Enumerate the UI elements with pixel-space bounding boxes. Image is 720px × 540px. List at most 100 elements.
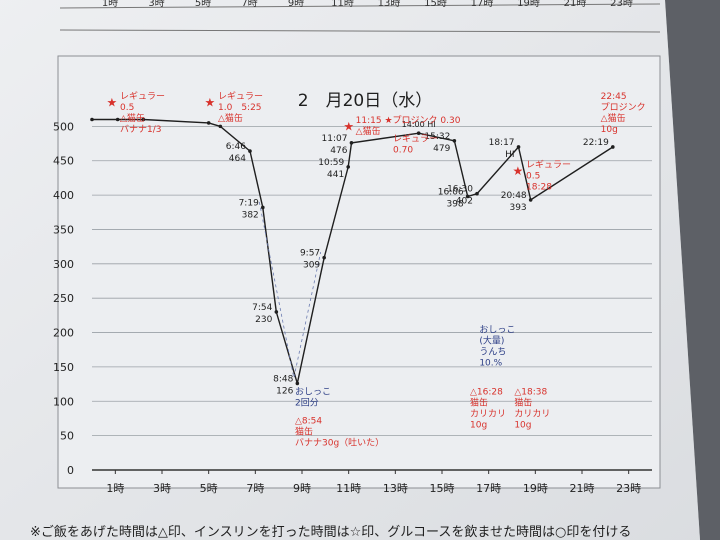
data-point [90, 117, 94, 122]
red-annotation: 猫缶 [514, 396, 532, 408]
point-value-label: 393 [509, 203, 526, 213]
previous-axis-label: 3時 [148, 0, 164, 9]
red-annotation: レギュラー [393, 133, 438, 144]
blue-annotation: おしっこ [295, 386, 331, 397]
red-annotation: 11:15 ★プロジンク 0.30 [356, 115, 461, 126]
x-tick-label: 21時 [570, 482, 595, 495]
point-value-label: 309 [303, 261, 320, 271]
red-annotation: 0.5 [526, 172, 540, 182]
data-point [416, 131, 421, 136]
y-tick-label: 500 [53, 120, 74, 133]
point-time-label: 22:19 [583, 138, 609, 148]
x-tick-label: 9時 [293, 482, 311, 495]
previous-axis-label: 5時 [195, 0, 211, 9]
red-annotation: △猫缶 [356, 125, 381, 137]
red-annotation: △18:38 [514, 387, 547, 397]
blue-annotation: おしっこ [479, 325, 515, 336]
y-tick-label: 450 [53, 155, 74, 168]
red-annotation: △16:28 [470, 387, 503, 397]
data-point [218, 124, 223, 129]
data-point [248, 149, 252, 153]
glucose-series [90, 117, 615, 386]
star-icon: ★ [107, 95, 118, 109]
star-icon: ★ [343, 119, 354, 133]
data-point [452, 138, 457, 143]
y-tick-label: 50 [60, 430, 74, 443]
data-point [349, 141, 354, 145]
red-annotation: レギュラー [120, 91, 165, 102]
previous-axis-label: 1時 [102, 0, 118, 9]
previous-axis-label: 11時 [331, 0, 354, 9]
data-point [206, 121, 211, 125]
red-annotation: カリカリ [514, 408, 550, 419]
previous-axis-label: 23時 [610, 0, 633, 9]
point-time-label: 16:06 [438, 187, 464, 197]
data-point [528, 198, 533, 202]
x-tick-label: 13時 [383, 482, 408, 495]
red-annotation: △猫缶 [218, 112, 243, 124]
y-axis-ticks: 0 50 100 150 200 250 300 350 400 450 500 [53, 120, 74, 477]
star-icon: ★ [205, 95, 216, 109]
data-point [322, 255, 326, 260]
x-tick-label: 17時 [476, 482, 501, 495]
y-tick-label: 100 [53, 395, 74, 408]
red-annotation: 18:28 [526, 183, 552, 193]
point-time-label: 16:30 [447, 185, 473, 195]
chart-grid [92, 125, 652, 471]
data-point [141, 117, 146, 122]
x-tick-label: 7時 [246, 482, 264, 495]
blue-annotation: うんち [479, 347, 506, 358]
point-value-label: 382 [242, 210, 259, 220]
data-point [295, 381, 300, 386]
point-value-label: 479 [433, 144, 450, 154]
hi-label: 14:00 HI [402, 120, 436, 129]
red-annotation: 10g [601, 125, 618, 135]
red-annotation: 猫缶 [295, 425, 313, 437]
x-tick-label: 15時 [430, 482, 455, 495]
data-point [516, 145, 521, 149]
point-time-label: 6:46 [226, 142, 246, 152]
point-value-label: 126 [276, 386, 293, 396]
blue-annotation: 2回分 [295, 397, 319, 408]
point-value-label: 464 [229, 154, 246, 164]
point-time-label: 9:57 [300, 249, 320, 259]
point-labels: 6:46 464 7:19 382 7:54 230 8:48 126 9:57 309 10:59… [226, 120, 609, 396]
red-annotation: カリカリ [470, 408, 506, 419]
point-time-label: 7:54 [252, 303, 272, 313]
y-tick-label: 150 [53, 361, 74, 374]
dashed-trace [258, 201, 322, 378]
red-annotation: 猫缶 [470, 396, 488, 408]
red-annotation: 0.70 [393, 145, 413, 155]
red-annotation: バナナ30g（吐いた） [295, 437, 384, 448]
blue-annotation: 10.% [479, 359, 502, 369]
data-point [475, 191, 479, 196]
y-tick-label: 200 [53, 327, 74, 340]
y-tick-label: 400 [53, 189, 74, 202]
red-annotation: バナナ1/3 [120, 124, 162, 135]
previous-axis-line [59, 3, 661, 9]
chart-title: 2 月20日（水） [298, 91, 432, 111]
x-tick-label: 3時 [153, 482, 171, 495]
point-value-label: 402 [456, 197, 473, 207]
point-value-label: HI [505, 150, 514, 160]
point-value-label: 398 [446, 199, 463, 209]
point-time-label: 11:07 [322, 134, 348, 144]
x-tick-label: 11時 [336, 482, 361, 495]
previous-axis-label: 19時 [517, 0, 540, 9]
y-tick-label: 250 [53, 292, 74, 305]
data-point [115, 117, 120, 122]
point-time-label: 18:17 [489, 138, 515, 148]
red-annotation: レギュラー [526, 160, 571, 171]
x-tick-label: 19時 [523, 482, 548, 495]
previous-axis-label: 13時 [378, 0, 401, 9]
red-annotation: 10g [514, 420, 531, 430]
point-time-label: 7:19 [239, 198, 259, 208]
point-time-label: 20:48 [501, 191, 527, 201]
data-point [261, 205, 265, 210]
red-annotation: △猫缶 [120, 112, 145, 124]
star-icon: ★ [513, 164, 524, 178]
point-time-label: 8:48 [273, 374, 293, 384]
red-annotation: 1.0 5:25 [218, 103, 262, 113]
